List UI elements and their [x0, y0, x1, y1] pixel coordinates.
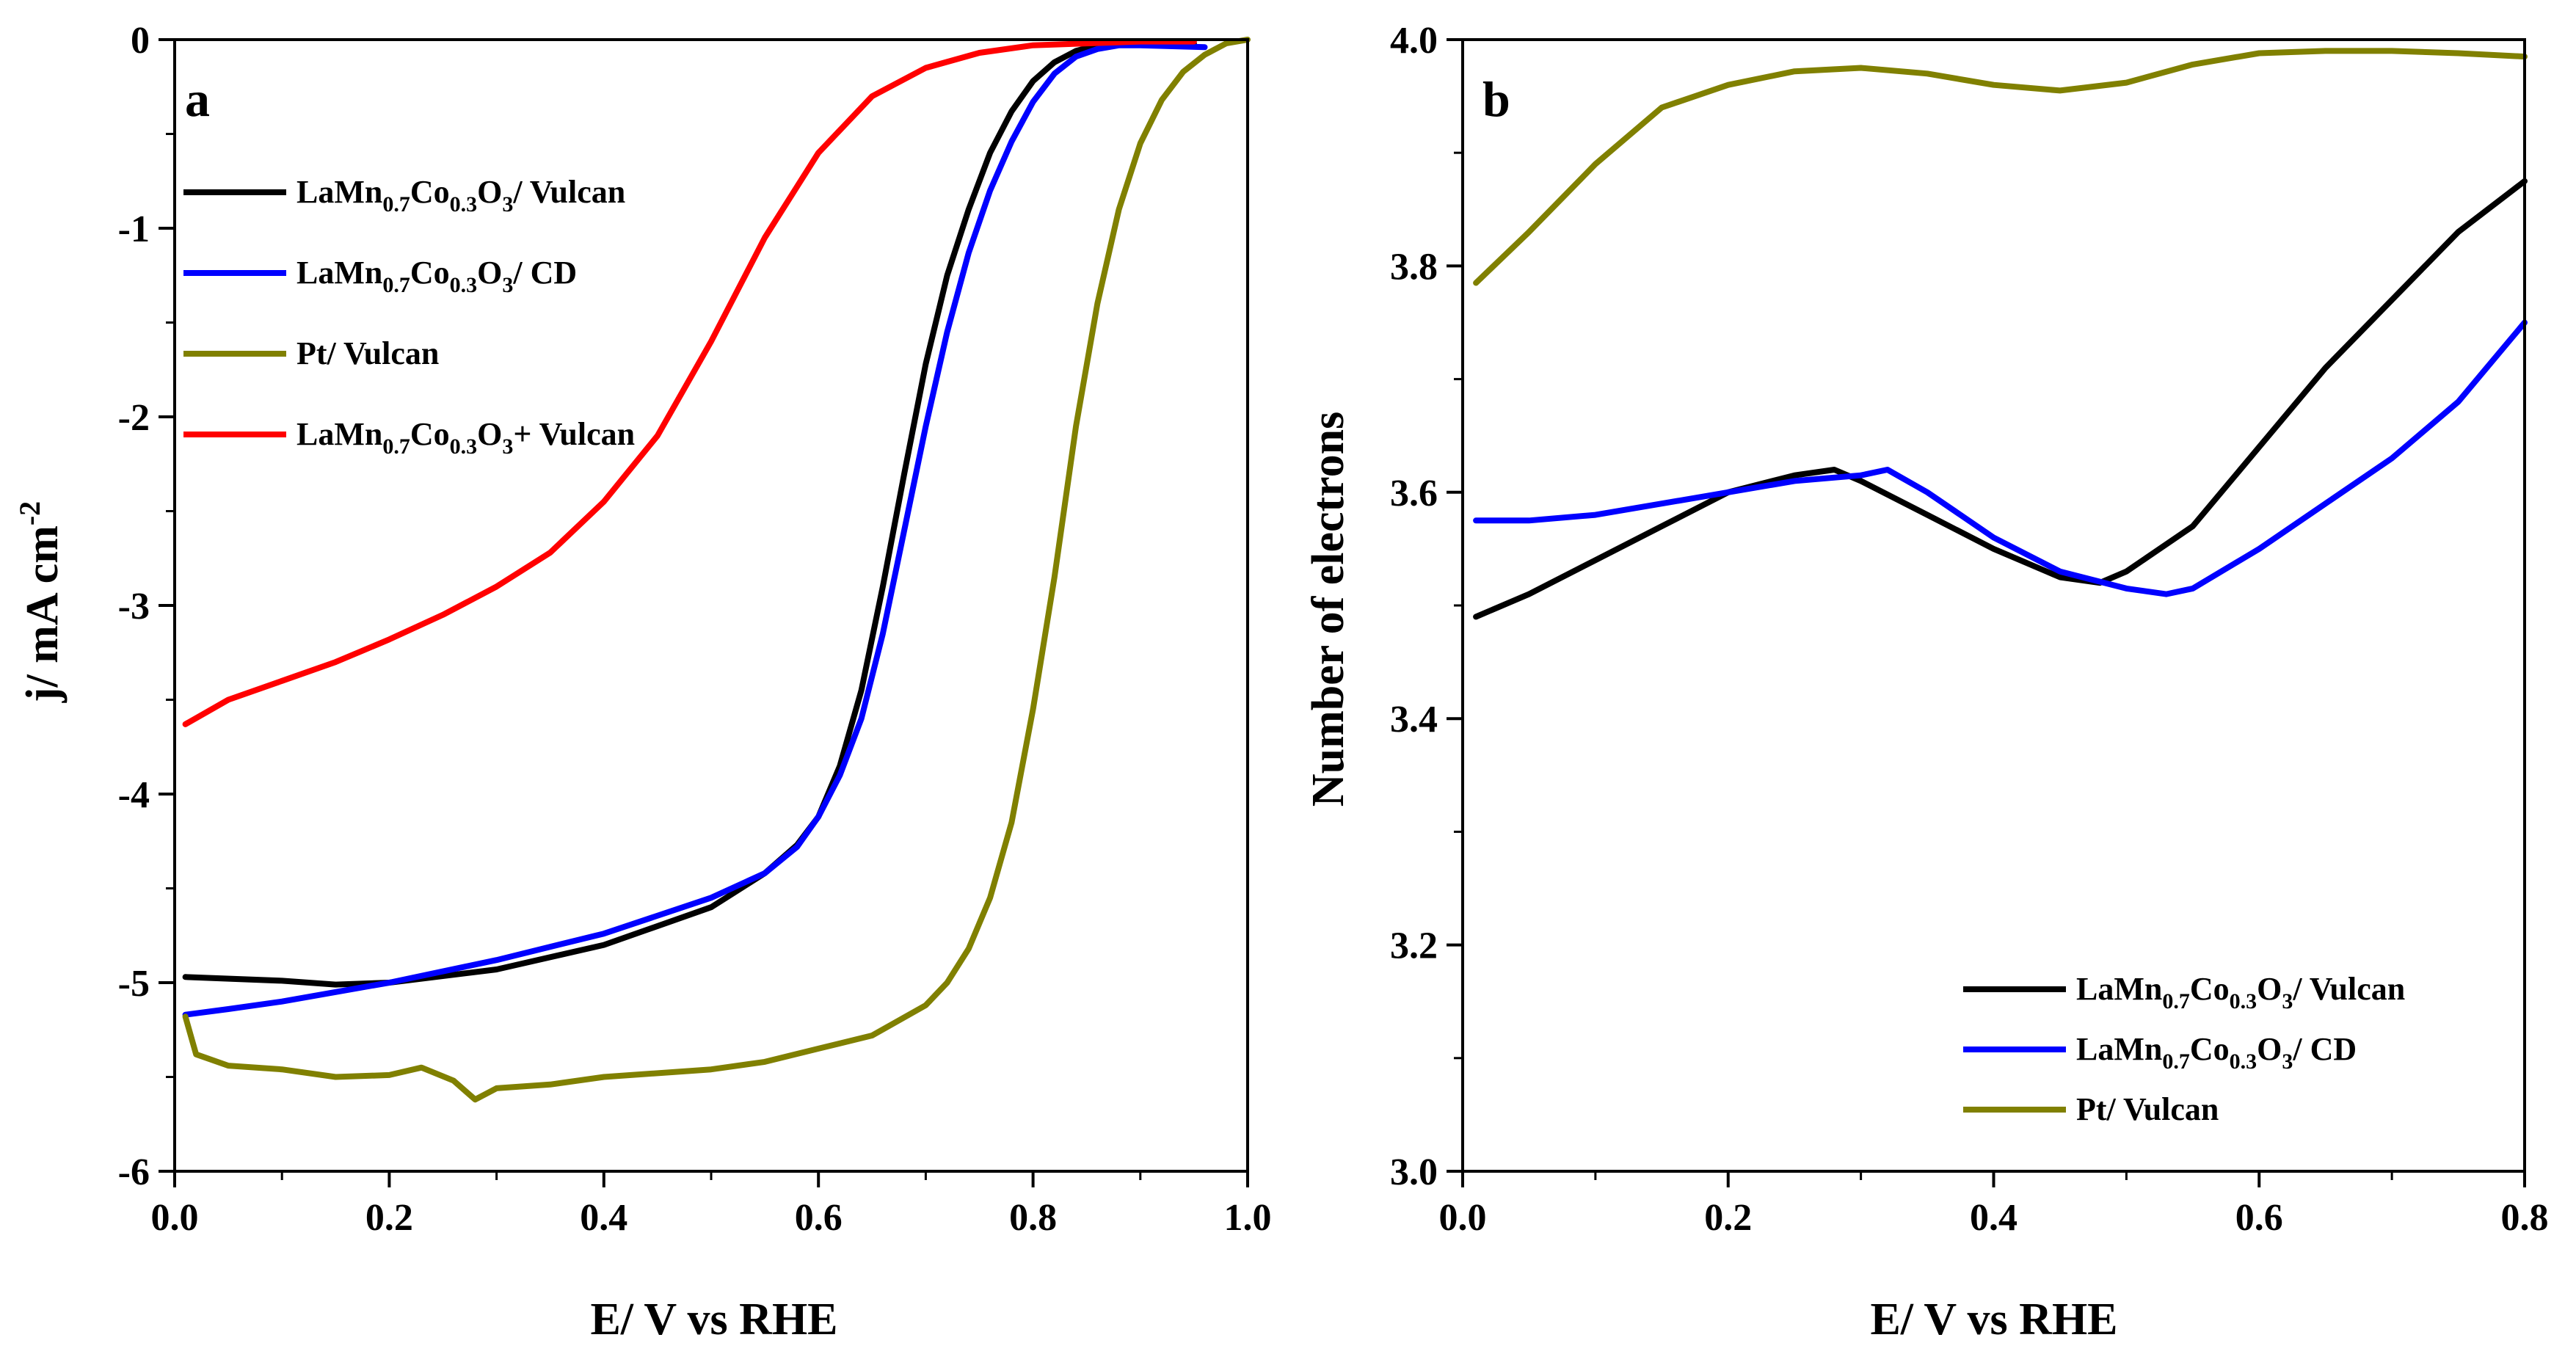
panel-a-curves — [182, 37, 1251, 1103]
panel-a-series-1-line — [182, 42, 1208, 1018]
panel-a-x-tick-label: 0.4 — [580, 1197, 627, 1239]
panel-a-x-tick-label: 0.2 — [365, 1197, 413, 1239]
panel-b-y-tick-label: 3.8 — [1390, 246, 1438, 288]
panel-b: 0.0 0.2 0.4 0.6 0.8 3.0 3.2 3.4 3.6 3.8 4.0 b E/ V… — [1303, 20, 2549, 1344]
panel-a-y-tick-label: -2 — [118, 397, 150, 439]
panel-a-ticks — [159, 38, 1249, 1187]
panel-b-legend-label-2: Pt/ Vulcan — [2076, 1091, 2219, 1127]
panel-b-curves — [1473, 48, 2528, 620]
panel-b-legend-label-1: LaMn0.7Co0.3O3/ CD — [2076, 1031, 2357, 1074]
panel-b-ticks — [1447, 38, 2526, 1187]
panel-b-y-tick-label: 3.0 — [1390, 1151, 1438, 1193]
panel-b-y-tick-label: 4.0 — [1390, 20, 1438, 62]
panel-b-x-tick-label: 0.6 — [2235, 1197, 2283, 1239]
panel-a-legend-label-3: LaMn0.7Co0.3O3+ Vulcan — [296, 416, 635, 459]
panel-b-y-tick-label: 3.2 — [1390, 925, 1438, 967]
panel-a-series-0-line — [182, 40, 1197, 988]
panel-a: 0.0 0.2 0.4 0.6 0.8 1.0 0 -1 -2 -3 -4 -5 -6 a E/ V v… — [13, 20, 1272, 1344]
panel-a-x-tick-label: 1.0 — [1224, 1197, 1272, 1239]
panel-b-x-axis-title: E/ V vs RHE — [1870, 1295, 2117, 1344]
panel-b-y-axis-title: Number of electrons — [1303, 412, 1353, 807]
panel-a-series-3-line — [182, 38, 1197, 727]
panel-b-tick-labels: 0.0 0.2 0.4 0.6 0.8 3.0 3.2 3.4 3.6 3.8 4.0 — [1390, 20, 2549, 1239]
panel-a-x-tick-label: 0.8 — [1009, 1197, 1057, 1239]
panel-b-series-2-line — [1473, 48, 2528, 286]
panel-a-y-tick-label: -3 — [118, 586, 150, 627]
panel-a-legend-label-0: LaMn0.7Co0.3O3/ Vulcan — [296, 174, 625, 216]
panel-b-x-tick-label: 0.2 — [1704, 1197, 1752, 1239]
panel-b-y-tick-label: 3.6 — [1390, 473, 1438, 514]
panel-a-x-tick-label: 0.6 — [795, 1197, 843, 1239]
panel-a-x-tick-label: 0.0 — [151, 1197, 199, 1239]
panel-a-y-axis-title: j/ mA cm-2 — [13, 501, 68, 703]
panel-a-y-axis-title-sup: -2 — [13, 501, 46, 525]
panel-a-series-2-line — [182, 37, 1251, 1103]
panel-a-y-tick-label: 0 — [131, 20, 150, 62]
panel-a-y-tick-label: -4 — [118, 774, 150, 816]
panel-a-legend: LaMn0.7Co0.3O3/ Vulcan LaMn0.7Co0.3O3/ CD… — [183, 174, 635, 459]
panel-a-y-tick-label: -6 — [118, 1151, 150, 1193]
panel-a-legend-label-2: Pt/ Vulcan — [296, 335, 439, 371]
panel-a-legend-label-1: LaMn0.7Co0.3O3/ CD — [296, 255, 577, 297]
panel-b-series-0-line — [1473, 178, 2528, 620]
panel-a-letter: a — [185, 71, 210, 127]
panel-b-y-tick-label: 3.4 — [1390, 699, 1438, 740]
panel-a-x-axis-title: E/ V vs RHE — [590, 1295, 837, 1344]
panel-a-y-axis-title-main: j/ mA cm — [18, 525, 68, 703]
panel-b-letter: b — [1482, 71, 1510, 127]
panel-a-tick-labels: 0.0 0.2 0.4 0.6 0.8 1.0 0 -1 -2 -3 -4 -5 -6 — [118, 20, 1272, 1239]
panel-a-y-tick-label: -1 — [118, 208, 150, 250]
panel-b-legend-label-0: LaMn0.7Co0.3O3/ Vulcan — [2076, 971, 2405, 1013]
panel-b-x-tick-label: 0.0 — [1439, 1197, 1487, 1239]
panel-b-x-tick-label: 0.8 — [2501, 1197, 2549, 1239]
panel-b-x-tick-label: 0.4 — [1970, 1197, 2017, 1239]
panel-a-y-tick-label: -5 — [118, 963, 150, 1005]
panel-b-legend: LaMn0.7Co0.3O3/ Vulcan LaMn0.7Co0.3O3/ CD… — [1963, 971, 2405, 1127]
panel-b-series-1-line — [1473, 319, 2528, 597]
